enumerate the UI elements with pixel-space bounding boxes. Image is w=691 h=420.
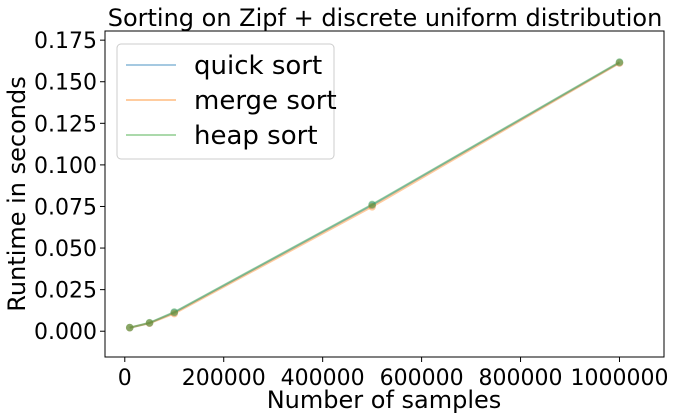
legend: quick sort merge sort heap sort bbox=[116, 43, 337, 160]
data-point bbox=[145, 319, 154, 327]
data-point bbox=[145, 319, 154, 328]
y-tick-label: 0.100 bbox=[34, 154, 97, 179]
chart-title: Sorting on Zipf + discrete uniform distr… bbox=[108, 4, 663, 32]
y-tick-label: 0.075 bbox=[34, 195, 97, 220]
y-tick-label: 0.175 bbox=[34, 29, 97, 54]
data-point bbox=[125, 323, 134, 332]
x-axis-title: Number of samples bbox=[267, 386, 502, 414]
data-point bbox=[125, 323, 134, 332]
y-tick-label: 0.050 bbox=[34, 237, 97, 262]
y-axis: 0.000 0.025 0.050 0.075 0.100 0.125 0.150 0.175 bbox=[34, 29, 105, 345]
data-point bbox=[615, 58, 624, 66]
data-point bbox=[615, 58, 624, 67]
y-tick-label: 0.000 bbox=[34, 320, 97, 345]
series-line-1 bbox=[129, 62, 620, 329]
legend-label: quick sort bbox=[194, 51, 322, 81]
x-tick-label: 400000 bbox=[281, 366, 365, 391]
data-point bbox=[368, 203, 376, 211]
x-axis: 0 200000 400000 600000 800000 1000000 bbox=[118, 357, 668, 391]
x-tick-label: 0 bbox=[118, 366, 132, 391]
data-point bbox=[170, 308, 179, 316]
legend-label: merge sort bbox=[194, 86, 337, 116]
series-markers bbox=[125, 58, 624, 332]
y-tick-label: 0.125 bbox=[34, 112, 97, 137]
legend-box bbox=[116, 43, 335, 160]
y-tick-label: 0.025 bbox=[34, 279, 97, 304]
plot-frame bbox=[104, 30, 665, 358]
legend-label: heap sort bbox=[194, 121, 318, 151]
series-lines bbox=[129, 61, 620, 329]
data-point bbox=[125, 323, 134, 332]
data-point bbox=[368, 200, 376, 209]
x-tick-label: 200000 bbox=[182, 366, 266, 391]
x-tick-label: 800000 bbox=[479, 366, 563, 391]
series-line-0 bbox=[129, 61, 620, 329]
data-point bbox=[145, 318, 154, 327]
data-point bbox=[368, 201, 376, 209]
data-point bbox=[615, 59, 624, 67]
x-tick-label: 600000 bbox=[380, 366, 464, 391]
series-line-2 bbox=[129, 61, 620, 329]
y-axis-title: Runtime in seconds bbox=[3, 76, 31, 311]
data-point bbox=[170, 309, 179, 318]
y-tick-label: 0.150 bbox=[34, 71, 97, 96]
x-tick-label: 1000000 bbox=[570, 366, 668, 391]
data-point bbox=[170, 308, 179, 317]
